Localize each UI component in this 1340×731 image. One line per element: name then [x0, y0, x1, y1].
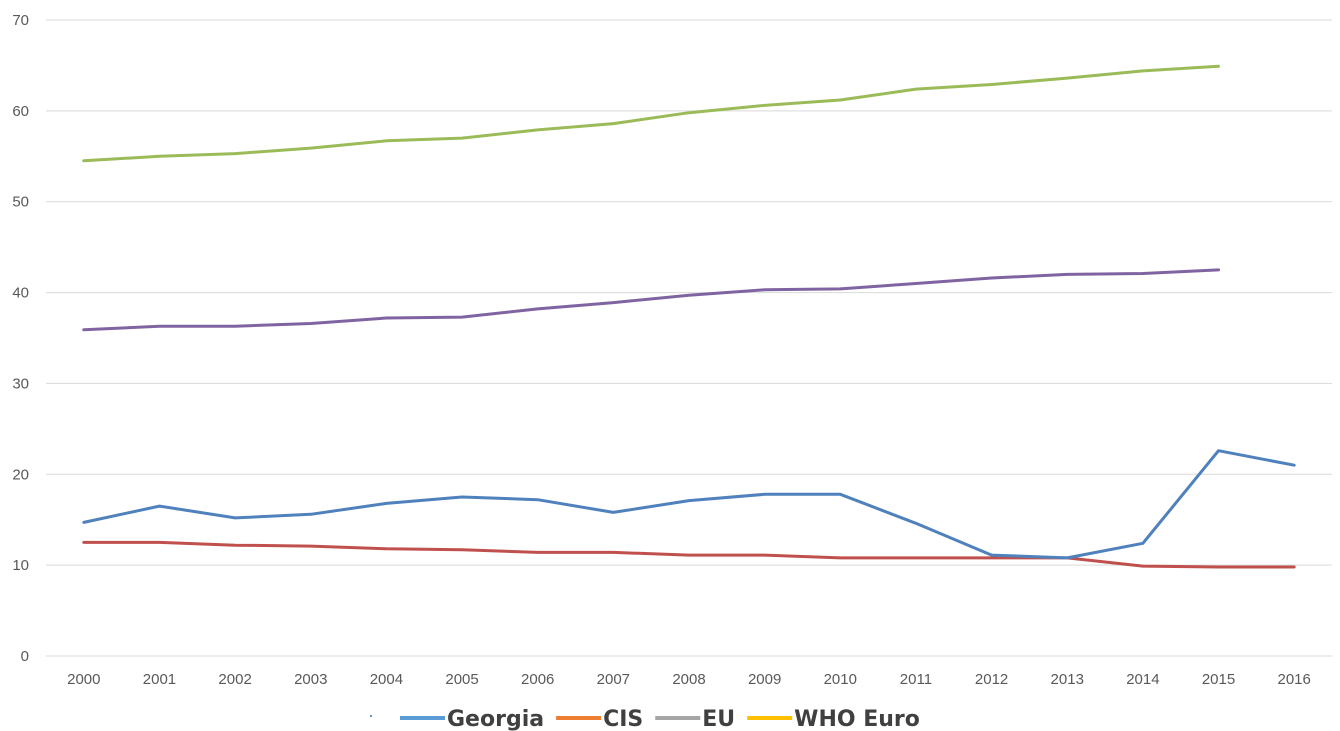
- y-tick-label: 40: [12, 285, 29, 302]
- x-tick-label: 2016: [1277, 671, 1310, 688]
- x-tick-label: 2000: [67, 671, 100, 688]
- x-tick-label: 2012: [975, 671, 1008, 688]
- x-tick-label: 2013: [1051, 671, 1084, 688]
- series-line-2: [82, 268, 1220, 332]
- legend-label: Georgia: [447, 707, 544, 731]
- y-tick-label: 70: [12, 12, 29, 29]
- series-line-3: [82, 64, 1220, 163]
- x-tick-label: 2014: [1126, 671, 1159, 688]
- x-tick-label: 2015: [1202, 671, 1235, 688]
- x-tick-label: 2001: [143, 671, 176, 688]
- x-tick-label: 2007: [597, 671, 630, 688]
- y-tick-label: 50: [12, 194, 29, 211]
- y-tick-label: 10: [12, 557, 29, 574]
- x-tick-label: 2004: [370, 671, 403, 688]
- y-tick-label: 0: [21, 648, 29, 665]
- y-tick-label: 30: [12, 375, 29, 392]
- x-tick-label: 2002: [218, 671, 251, 688]
- legend-dot: [370, 715, 372, 717]
- series-line-1: [82, 540, 1296, 569]
- x-tick-label: 2008: [672, 671, 705, 688]
- x-tick-label: 2009: [748, 671, 781, 688]
- legend-label: CIS: [603, 707, 643, 731]
- y-tick-label: 60: [12, 103, 29, 120]
- x-tick-label: 2003: [294, 671, 327, 688]
- x-tick-label: 2011: [900, 671, 932, 688]
- y-tick-label: 20: [12, 466, 29, 483]
- legend-label: WHO Euro: [794, 707, 920, 731]
- x-tick-label: 2005: [445, 671, 478, 688]
- x-tick-label: 2006: [521, 671, 554, 688]
- x-tick-label: 2010: [824, 671, 857, 688]
- series-line-0: [82, 449, 1296, 560]
- legend-label: EU: [702, 707, 735, 731]
